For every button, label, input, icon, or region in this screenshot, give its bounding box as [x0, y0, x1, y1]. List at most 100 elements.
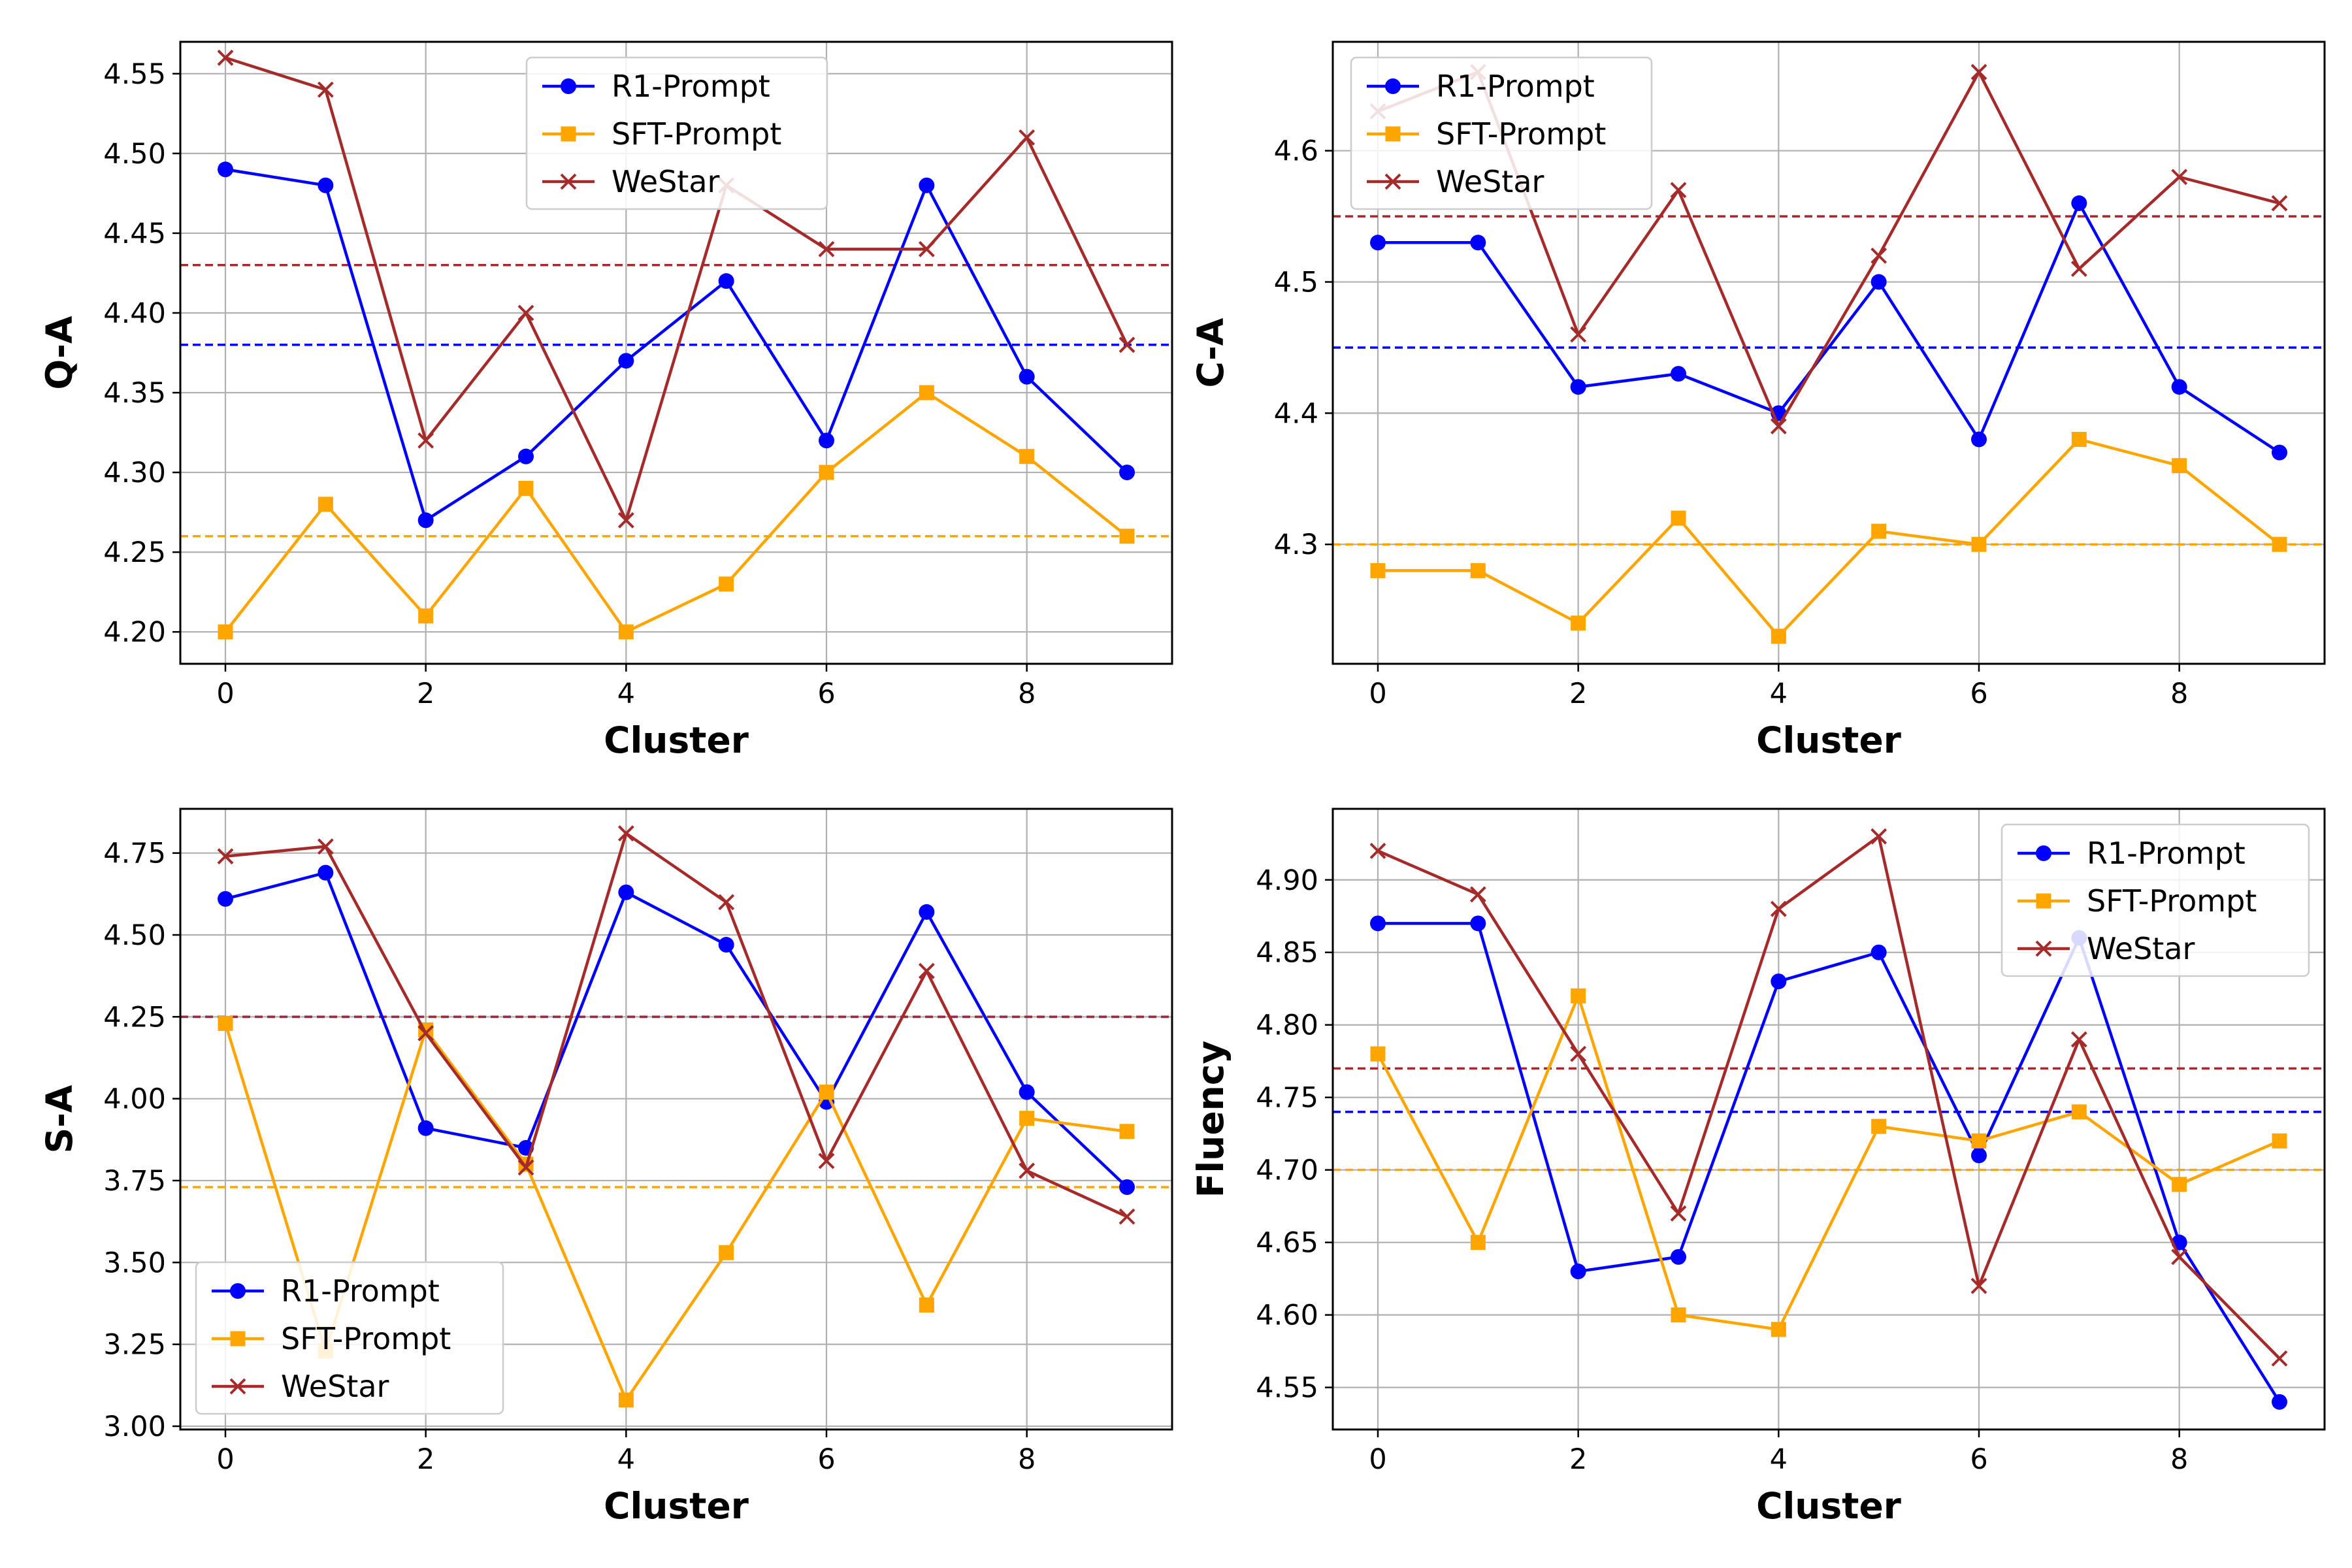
legend-label: WeStar [612, 164, 720, 199]
legend: R1-Prompt SFT-Prompt WeStar [525, 56, 828, 210]
chart-panel-2: 0 2 4 6 8 4.3 4.4 4.5 4.6 Cluster C-A R1-Prompt SFT-… [1190, 41, 2326, 761]
data-point [718, 894, 735, 911]
data-point [318, 177, 334, 193]
x-axis-label: Cluster [1756, 719, 1901, 761]
y-tick-label: 3.25 [103, 1329, 166, 1362]
data-point [417, 512, 434, 529]
data-point [2272, 444, 2287, 461]
y-tick-label: 4.20 [103, 616, 166, 649]
y-tick-label: 3.75 [103, 1165, 166, 1198]
data-point [1470, 915, 1486, 932]
y-tick-label: 4.85 [1256, 937, 1318, 970]
data-point [1770, 900, 1787, 917]
data-point [1119, 529, 1135, 544]
data-point [2172, 458, 2187, 474]
data-point [1119, 1124, 1135, 1139]
y-tick-label: 4.35 [103, 377, 166, 410]
x-tick-label: 6 [817, 1443, 835, 1476]
data-point [1871, 1119, 1887, 1134]
data-point [818, 1152, 835, 1169]
legend-label: SFT-Prompt [2087, 883, 2257, 919]
x-tick-label: 2 [1569, 678, 1587, 710]
x-axis-label: Cluster [604, 719, 749, 761]
data-point [1971, 1133, 1987, 1149]
plot-frame [179, 41, 1173, 665]
series-line-r1-prompt [1378, 922, 2281, 1403]
data-point [2171, 169, 2188, 186]
plot-frame [1331, 41, 2326, 665]
data-point [1119, 1179, 1135, 1196]
y-tick-label: 4.25 [103, 1001, 166, 1034]
legend-label: R1-Prompt [612, 69, 770, 104]
data-point [1570, 379, 1586, 395]
data-point [1019, 368, 1035, 385]
legend-box [1350, 56, 1653, 210]
data-point [2070, 261, 2087, 277]
chart-panel-1: 0 2 4 6 8 4.20 4.25 4.30 4.35 4.40 4.45 4.50 4.55 Clu… [39, 41, 1173, 761]
data-point [2271, 1350, 2288, 1367]
data-point [617, 512, 634, 529]
data-point [1369, 842, 1386, 859]
legend-box [195, 1261, 504, 1415]
y-tick-label: 4.30 [103, 457, 166, 489]
x-tick-label: 0 [1369, 1443, 1386, 1476]
y-axis-label: Q-A [39, 316, 80, 390]
data-point [919, 385, 934, 400]
data-point [1019, 1084, 1035, 1100]
data-point [1671, 366, 1686, 382]
legend-label: SFT-Prompt [281, 1321, 451, 1356]
y-tick-label: 4.55 [103, 58, 166, 91]
data-point [919, 177, 935, 193]
data-point [1671, 510, 1686, 526]
series-line-westar [225, 56, 1129, 522]
data-point [317, 838, 334, 855]
data-point [617, 825, 634, 842]
legend-marker [230, 1283, 246, 1299]
data-point [1771, 1322, 1786, 1337]
data-point [1119, 336, 1135, 353]
legend-marker [1384, 173, 1401, 190]
data-point [2172, 1177, 2187, 1192]
series-line-sft-prompt [224, 391, 1128, 634]
data-point [818, 240, 835, 257]
data-point [2171, 1249, 2188, 1266]
data-point [719, 1245, 734, 1260]
legend: R1-Prompt SFT-Prompt WeStar [2001, 823, 2310, 977]
data-point [1670, 1205, 1687, 1222]
y-tick-label: 4.70 [1256, 1154, 1318, 1187]
data-point [2071, 1104, 2087, 1120]
x-tick-label: 8 [1018, 678, 1036, 710]
data-point [318, 497, 333, 512]
y-tick-label: 3.50 [103, 1247, 166, 1279]
data-point [1770, 418, 1787, 434]
data-point [218, 890, 233, 907]
data-point [2272, 1133, 2287, 1149]
y-tick-label: 4.3 [1274, 529, 1318, 561]
data-point [1771, 973, 1787, 990]
series-line-sft-prompt [223, 1022, 1128, 1402]
y-tick-label: 4.00 [103, 1083, 166, 1116]
legend-box [2001, 823, 2310, 977]
data-point [618, 353, 634, 369]
legend-marker [230, 1331, 246, 1347]
data-point [218, 624, 233, 640]
x-tick-label: 4 [1770, 1443, 1788, 1476]
legend-label: WeStar [1436, 164, 1544, 199]
legend-marker [561, 126, 576, 142]
data-point [1370, 235, 1386, 251]
series-line-r1-prompt [225, 168, 1128, 522]
x-axis-label: Cluster [604, 1485, 749, 1527]
data-point [1370, 915, 1386, 932]
data-point [1119, 465, 1135, 481]
y-tick-label: 4.4 [1274, 397, 1318, 430]
x-axis-label: Cluster [1756, 1485, 1901, 1527]
data-point [417, 1120, 434, 1136]
x-tick-label: 6 [817, 678, 835, 710]
data-point [418, 608, 434, 624]
data-point [517, 304, 534, 321]
data-point [1870, 944, 1887, 960]
legend-label: SFT-Prompt [612, 116, 781, 152]
data-point [1871, 523, 1887, 539]
data-point [819, 1085, 834, 1100]
x-tick-label: 2 [1569, 1443, 1587, 1476]
